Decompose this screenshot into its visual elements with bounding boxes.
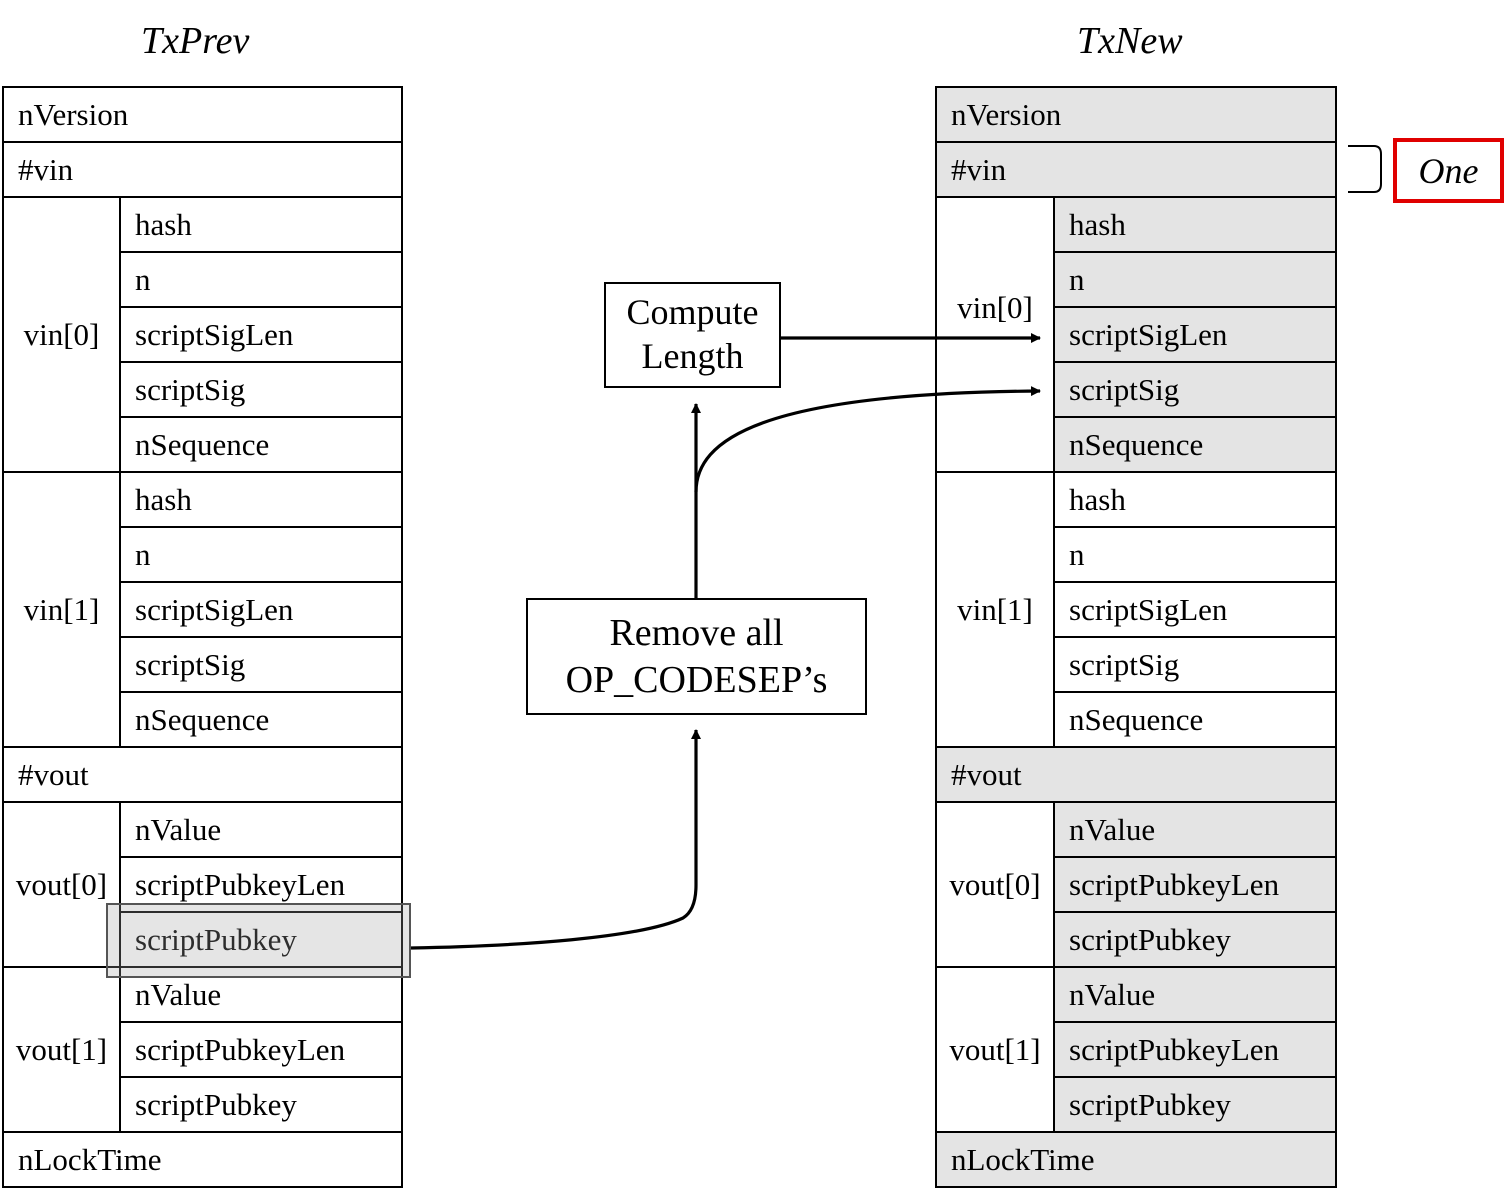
scriptpubkey-highlight xyxy=(106,903,411,978)
title-txnew: TxNew xyxy=(1077,20,1183,62)
txnew-vin0-nsequence: nSequence xyxy=(1053,416,1337,473)
arrow-to-txnew-scriptsig xyxy=(694,386,1041,493)
title-txprev: TxPrev xyxy=(141,20,250,62)
txprev-nlocktime: nLockTime xyxy=(2,1131,403,1188)
vin-count-one-label: One xyxy=(1393,138,1504,203)
compute-length-line1: Compute xyxy=(626,292,759,333)
txnew-vin0-hash: hash xyxy=(1053,196,1337,253)
txnew-vout1-scriptpubkey: scriptPubkey xyxy=(1053,1076,1337,1133)
txnew-vin1-scriptsig: scriptSig xyxy=(1053,636,1337,693)
remove-codesep-box: Remove all OP_CODESEP’s xyxy=(526,598,867,715)
txnew-nversion: nVersion xyxy=(935,86,1337,143)
txnew-vout-count: #vout xyxy=(935,746,1337,803)
txnew-vin0-scriptsig: scriptSig xyxy=(1053,361,1337,418)
vin-count-bracket xyxy=(1348,145,1382,193)
txnew-vout1-scriptpubkeylen: scriptPubkeyLen xyxy=(1053,1021,1337,1078)
txnew-nlocktime: nLockTime xyxy=(935,1131,1337,1188)
arrow-scriptpubkey-to-remove xyxy=(410,729,701,950)
compute-length-box: Compute Length xyxy=(604,282,781,388)
txnew-vout0-scriptpubkey: scriptPubkey xyxy=(1053,911,1337,968)
txnew-vin1-nsequence: nSequence xyxy=(1053,691,1337,748)
compute-length-line2: Length xyxy=(641,336,744,376)
txprev-vin0-nsequence: nSequence xyxy=(119,416,403,473)
txprev-vout1-scriptpubkey: scriptPubkey xyxy=(119,1076,403,1133)
txnew-vin-count: #vin xyxy=(935,141,1337,198)
remove-codesep-line1: Remove all xyxy=(609,612,784,655)
remove-codesep-line2: OP_CODESEP’s xyxy=(565,658,828,701)
